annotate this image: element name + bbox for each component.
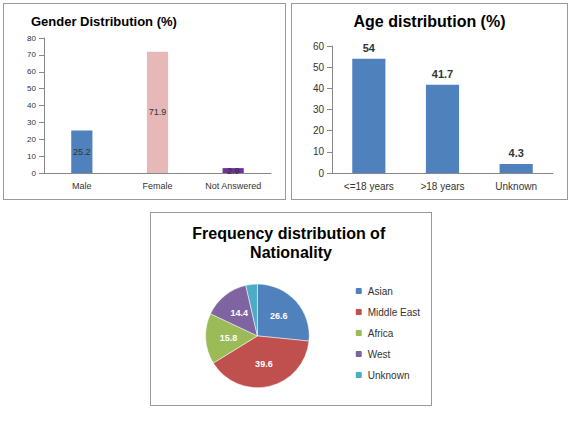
svg-text:Asian: Asian xyxy=(368,286,393,297)
svg-text:50: 50 xyxy=(27,84,36,93)
svg-text:Nationality: Nationality xyxy=(250,244,332,261)
svg-text:Female: Female xyxy=(142,181,172,191)
svg-text:50: 50 xyxy=(313,62,325,73)
svg-text:40: 40 xyxy=(27,101,36,110)
svg-text:10: 10 xyxy=(313,146,325,157)
svg-text:<=18 years: <=18 years xyxy=(344,181,394,192)
svg-text:Male: Male xyxy=(72,181,92,191)
svg-text:71.9: 71.9 xyxy=(149,107,167,117)
svg-text:West: West xyxy=(368,349,391,360)
svg-text:80: 80 xyxy=(27,34,36,43)
svg-text:14.4: 14.4 xyxy=(230,308,248,318)
svg-text:Gender Distribution (%): Gender Distribution (%) xyxy=(31,14,177,29)
svg-text:Unknown: Unknown xyxy=(495,181,537,192)
svg-text:Unknown: Unknown xyxy=(368,370,410,381)
svg-text:20: 20 xyxy=(27,135,36,144)
svg-text:41.7: 41.7 xyxy=(432,68,453,80)
svg-text:40: 40 xyxy=(313,83,325,94)
svg-text:Not Answered: Not Answered xyxy=(205,181,261,191)
svg-text:0: 0 xyxy=(318,168,324,179)
svg-text:Age distribution (%): Age distribution (%) xyxy=(354,13,506,30)
svg-text:20: 20 xyxy=(313,125,325,136)
svg-text:10: 10 xyxy=(27,152,36,161)
svg-text:4.3: 4.3 xyxy=(509,147,524,159)
svg-text:60: 60 xyxy=(27,67,36,76)
svg-text:Middle East: Middle East xyxy=(368,307,420,318)
svg-text:Africa: Africa xyxy=(368,328,394,339)
svg-text:26.6: 26.6 xyxy=(270,311,288,321)
svg-text:30: 30 xyxy=(27,118,36,127)
svg-text:2.9: 2.9 xyxy=(227,166,240,176)
svg-text:15.8: 15.8 xyxy=(220,333,238,343)
svg-text:54: 54 xyxy=(363,42,376,54)
svg-text:>18 years: >18 years xyxy=(420,181,464,192)
svg-text:Frequency distribution of: Frequency distribution of xyxy=(192,225,389,242)
svg-text:39.6: 39.6 xyxy=(255,359,273,369)
svg-text:70: 70 xyxy=(27,50,36,59)
svg-text:25.2: 25.2 xyxy=(73,147,91,157)
svg-text:60: 60 xyxy=(313,41,325,52)
svg-text:30: 30 xyxy=(313,104,325,115)
svg-text:0: 0 xyxy=(32,169,37,178)
